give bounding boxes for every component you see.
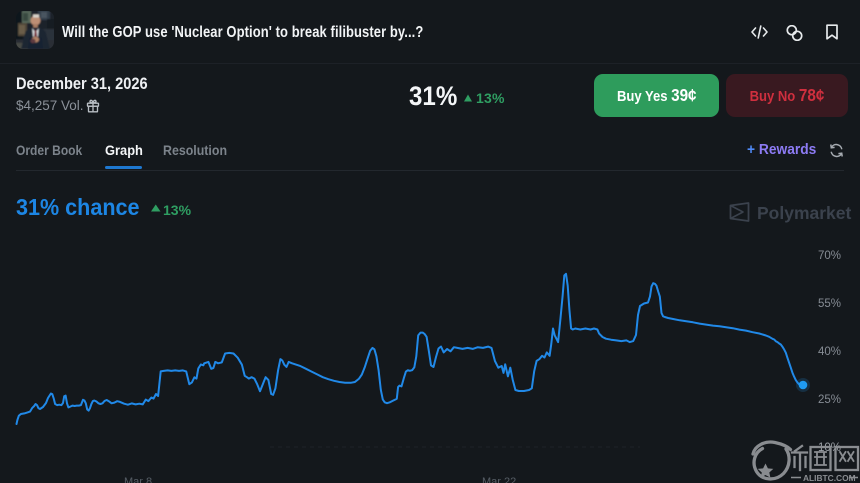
svg-text:ALIBTC.COM: ALIBTC.COM [803, 473, 856, 483]
